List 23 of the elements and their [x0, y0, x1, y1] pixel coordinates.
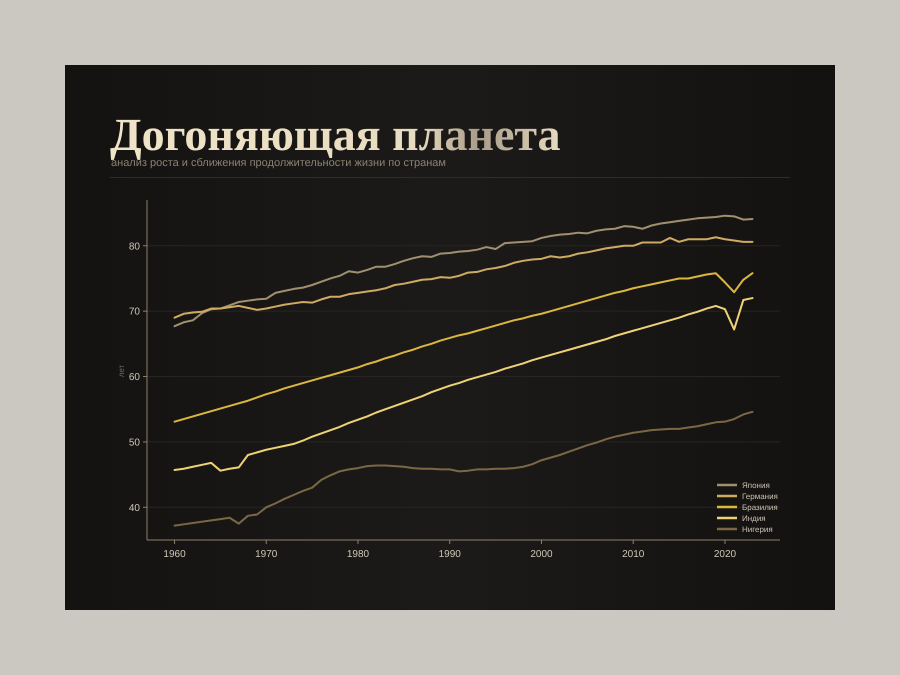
legend-label: Япония	[742, 480, 770, 490]
y-axis-title: лет	[117, 364, 126, 378]
legend-label: Нигерия	[742, 524, 773, 534]
legend-label: Индия	[742, 514, 766, 523]
legend-label: Германия	[742, 492, 778, 501]
line-series	[174, 214, 754, 328]
x-tick-label: 1960	[163, 549, 186, 560]
y-tick-label: 40	[128, 502, 140, 514]
x-tick-label: 2020	[714, 549, 737, 560]
line-series	[174, 297, 754, 472]
y-tick-label: 50	[128, 437, 140, 448]
legend-label: Бразилия	[742, 502, 778, 512]
line-series	[174, 272, 754, 423]
x-tick-label: 2010	[622, 549, 645, 560]
y-tick-label: 80	[128, 241, 140, 252]
x-tick-label: 1990	[438, 549, 462, 560]
x-tick-label: 1980	[346, 549, 370, 560]
x-tick-label: 1970	[255, 549, 278, 560]
x-tick-label: 2000	[530, 549, 554, 560]
y-tick-label: 60	[128, 372, 140, 384]
line-series	[174, 236, 754, 319]
chart-title: Догоняющая планета	[110, 109, 561, 160]
y-tick-label: 70	[128, 306, 140, 318]
